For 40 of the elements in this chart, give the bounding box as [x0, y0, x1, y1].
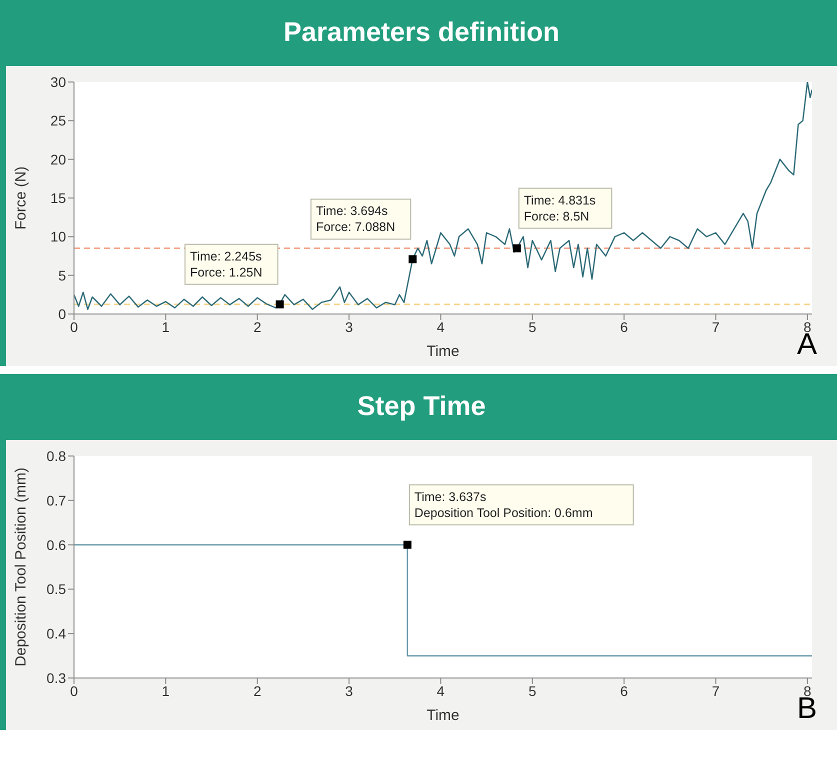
x-tick-label: 3: [345, 318, 354, 335]
y-tick-label: 0.8: [46, 448, 66, 464]
y-tick-label: 30: [50, 74, 66, 90]
annotation: Time: 3.637s Deposition Tool Position: 0.6mm: [414, 490, 593, 520]
annotation: Time: 4.831s Force: 8.5N: [524, 193, 596, 224]
x-axis-title: Time: [426, 707, 460, 724]
x-tick-label: 2: [253, 318, 262, 335]
x-tick-label: 6: [620, 682, 628, 699]
x-tick-label: 0: [70, 682, 78, 699]
x-tick-label: 7: [712, 682, 720, 699]
y-tick-label: 5: [58, 267, 66, 284]
y-tick-label: 15: [50, 190, 66, 206]
y-tick-label: 0.3: [46, 670, 66, 686]
y-axis-title: Force (N): [12, 166, 30, 230]
y-tick-label: 0.4: [46, 626, 66, 642]
y-tick-label: 0.7: [46, 492, 66, 508]
annotation: Time: 2.245s Force: 1.25N: [190, 249, 262, 280]
x-tick-label: 3: [345, 682, 354, 699]
x-tick-label: 6: [620, 318, 628, 335]
x-axis-title: Time: [426, 343, 460, 360]
chart-title: Parameters definition: [6, 0, 837, 66]
y-tick-label: 25: [50, 112, 66, 129]
y-tick-label: 0: [58, 306, 66, 322]
x-tick-label: 4: [436, 318, 445, 335]
y-axis-title: Deposition Tool Position (mm): [12, 468, 30, 666]
x-tick-label: 4: [436, 682, 445, 699]
x-tick-label: 2: [253, 682, 262, 699]
x-tick-label: 7: [712, 318, 720, 335]
y-tick-label: 0.5: [46, 581, 66, 598]
annotation: Time: 3.694s Force: 7.088N: [316, 204, 396, 234]
x-tick-label: 1: [162, 682, 170, 699]
line-series: [74, 82, 812, 310]
y-tick-label: 0.6: [46, 536, 66, 553]
y-tick-label: 10: [50, 228, 66, 245]
x-tick-label: 1: [162, 318, 170, 335]
x-tick-label: 0: [70, 318, 78, 335]
x-tick-label: 5: [528, 318, 536, 335]
chart-title: Step Time: [6, 374, 837, 440]
x-tick-label: 5: [528, 682, 536, 699]
y-tick-label: 20: [50, 151, 66, 168]
